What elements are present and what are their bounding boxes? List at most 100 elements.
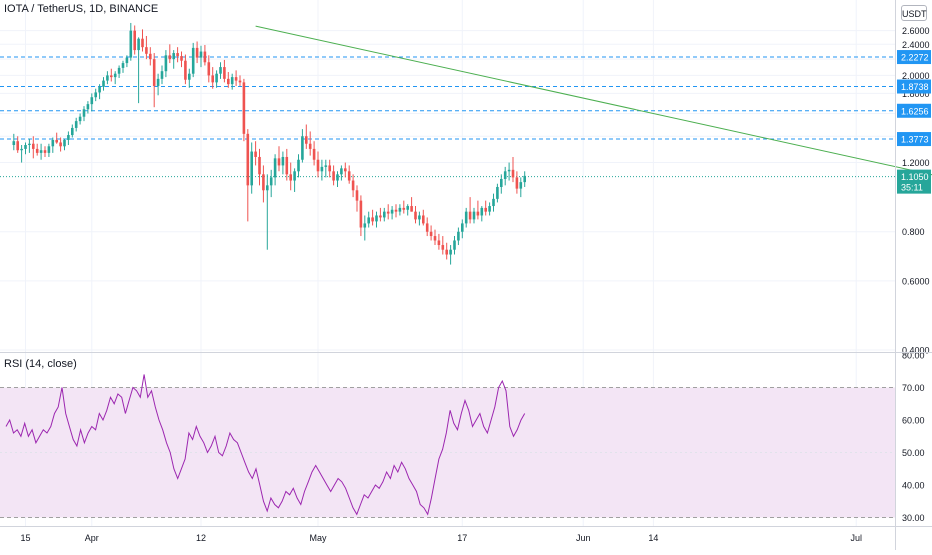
candle-body [410,206,413,212]
rsi-tick-label: 60.00 [902,416,925,426]
time-tick-label: Apr [85,533,99,543]
candle-body [441,245,445,250]
rsi-tick-label: 80.00 [902,351,925,361]
candle-body [71,127,74,136]
candle-body [445,249,448,255]
candle-body [289,174,292,181]
rsi-tick-label: 70.00 [902,383,925,393]
candle-body [332,171,335,181]
candle-body [297,159,300,172]
candle-body [82,109,86,117]
candle-body [266,185,269,191]
candle-body [172,53,175,60]
rsi-tick-label: 50.00 [902,448,925,458]
price-tick-label: 2.0000 [902,71,930,81]
candle-body [47,146,51,153]
candle-body [184,60,187,80]
candle-body [246,133,250,186]
candle-body [125,57,129,64]
candle-body [32,143,35,149]
rsi-tick-label: 30.00 [902,513,925,523]
candle-body [160,71,164,79]
candle-body [414,211,417,220]
currency-button[interactable]: USDT [901,5,927,21]
time-tick-label: 17 [457,533,467,543]
candle-body [113,73,117,78]
candle-body [188,73,191,80]
candle-body [207,62,211,76]
candle-body [293,171,296,181]
candle-body [515,177,519,189]
candle-body [102,80,105,87]
candle-body [121,63,125,68]
candle-body [106,75,109,81]
candle-body [86,104,90,110]
candle-body [336,174,339,181]
candle-body [363,223,367,228]
candle-body [180,56,183,61]
candle-body [371,217,374,222]
candle-body [258,156,261,175]
candle-body [476,211,480,216]
candle-body [51,139,55,147]
candle-body [301,136,304,160]
candle-body [28,143,31,146]
trendline [255,25,932,176]
candle-body [141,38,144,48]
price-tick-label: 1.8000 [902,89,930,99]
level-price-label: 1.3773 [901,135,929,145]
candle-body [328,165,331,172]
time-tick-label: May [309,533,327,543]
candle-body [480,207,484,216]
candle-body [308,143,312,149]
candle-body [379,215,382,218]
candle-body [453,240,456,250]
candle-body [320,166,324,172]
candle-body [281,156,285,166]
candle-body [211,75,214,83]
chart-title: IOTA / TetherUS, 1D, BINANCE [4,3,159,15]
rsi-title: RSI (14, close) [4,358,77,370]
candle-body [464,211,468,224]
candle-body [402,207,406,210]
candle-body [98,86,101,93]
candle-body [20,148,23,151]
candle-body [223,67,226,79]
candle-body [429,231,433,237]
candle-body [242,82,246,134]
candle-body [67,135,70,140]
candle-body [484,207,487,212]
candle-body [273,158,277,178]
candle-body [472,211,476,220]
candle-body [344,168,347,172]
candle-body [449,249,452,255]
rsi-tick-label: 40.00 [902,481,925,491]
candle-body [176,53,179,57]
candle-body [347,171,351,181]
candle-body [394,209,398,212]
price-tick-label: 2.4000 [902,40,930,50]
candle-body [94,92,97,98]
candle-body [238,80,242,83]
candle-body [285,156,289,175]
candle-countdown-label: 35:11 [901,183,923,193]
candle-body [433,236,437,241]
price-tick-label: 0.4000 [902,346,930,356]
candle-body [164,55,168,72]
last-price-label: 1.1050 [901,172,929,182]
candle-body [168,55,172,60]
level-price-label: 2.2272 [901,53,929,63]
level-price-label-bg [897,103,931,118]
candle-body [78,116,82,122]
candle-body [507,169,511,172]
candle-body [523,175,526,183]
candle-body [110,75,113,78]
candle-body [457,231,460,241]
last-price-label-bg [897,169,931,194]
candle-body [316,159,320,172]
candle-body [262,174,265,191]
candle-body [422,215,425,224]
time-tick-label: Jul [850,533,862,543]
candle-body [145,47,148,54]
